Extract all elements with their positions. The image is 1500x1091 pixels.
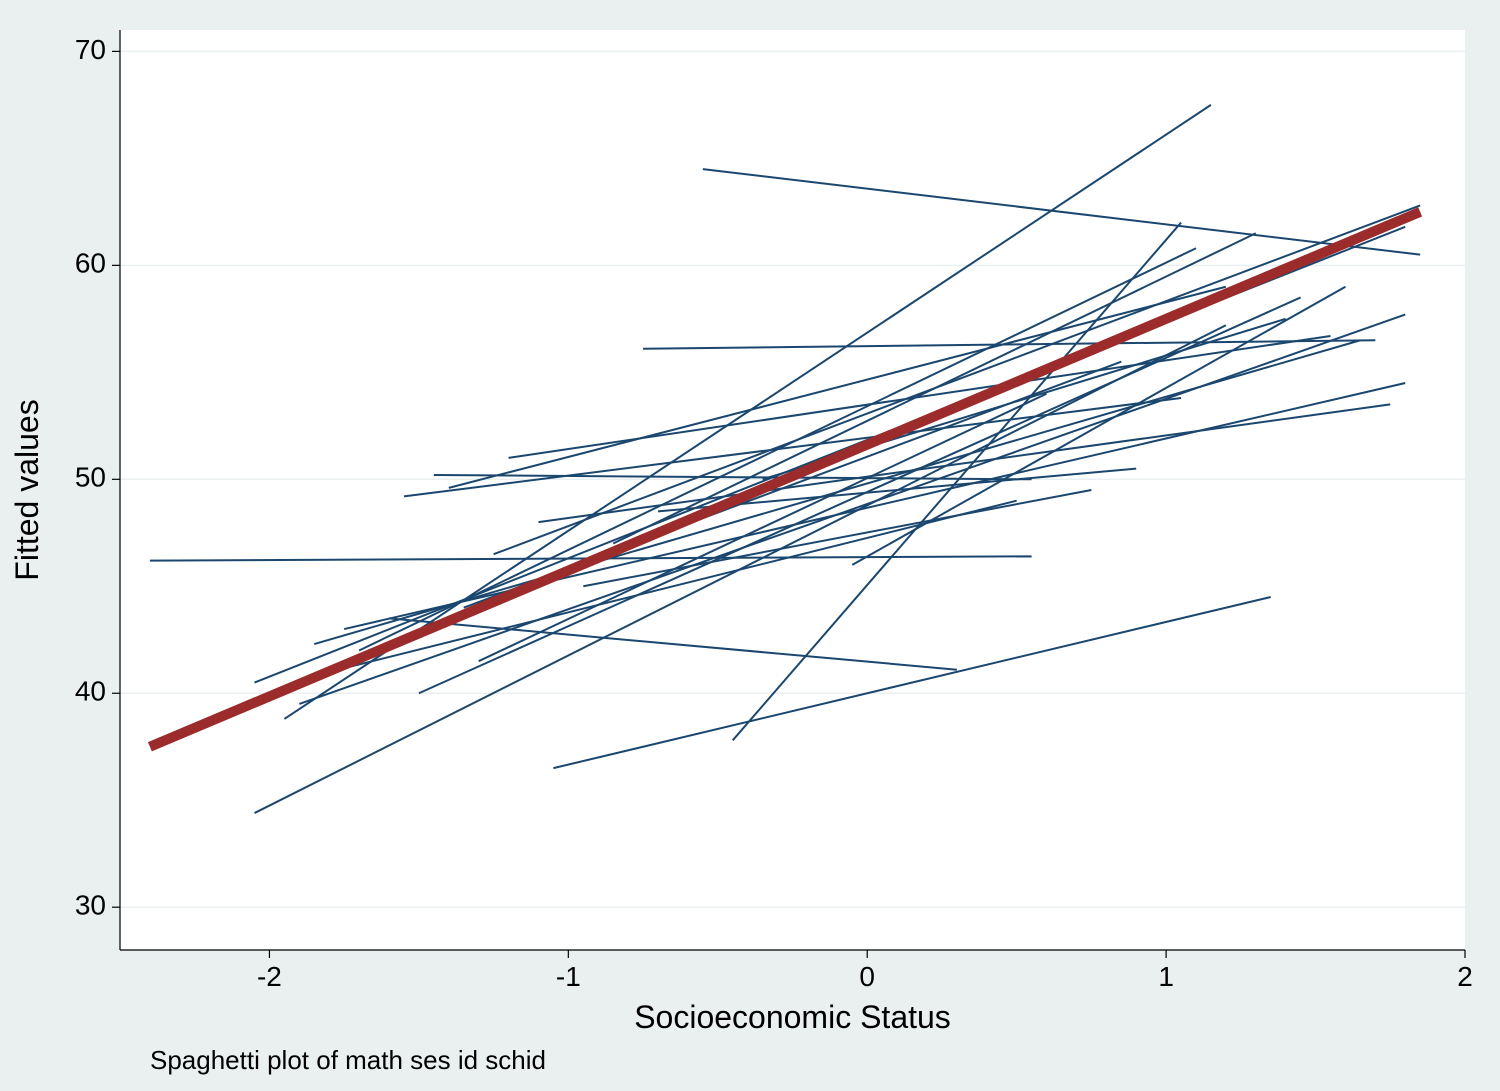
x-tick-label: -2: [257, 961, 282, 992]
x-tick-label: -1: [556, 961, 581, 992]
spaghetti-plot: 30 40 50 60 70 -2 -1 0 1 2 Fitted values Socioecono…: [0, 0, 1500, 1091]
plot-bg: [120, 30, 1465, 950]
y-tick-label: 50: [75, 462, 106, 493]
x-tick-label: 1: [1158, 961, 1174, 992]
x-tick-label: 2: [1457, 961, 1473, 992]
y-tick-label: 30: [75, 890, 106, 921]
chart-svg: 30 40 50 60 70 -2 -1 0 1 2 Fitted values Socioecono…: [0, 0, 1500, 1091]
x-tick-label: 0: [859, 961, 875, 992]
y-axis-title: Fitted values: [9, 399, 45, 580]
y-tick-label: 40: [75, 676, 106, 707]
chart-caption: Spaghetti plot of math ses id schid: [150, 1045, 546, 1075]
x-axis-title: Socioeconomic Status: [634, 999, 951, 1035]
y-tick-label: 70: [75, 34, 106, 65]
y-tick-label: 60: [75, 248, 106, 279]
